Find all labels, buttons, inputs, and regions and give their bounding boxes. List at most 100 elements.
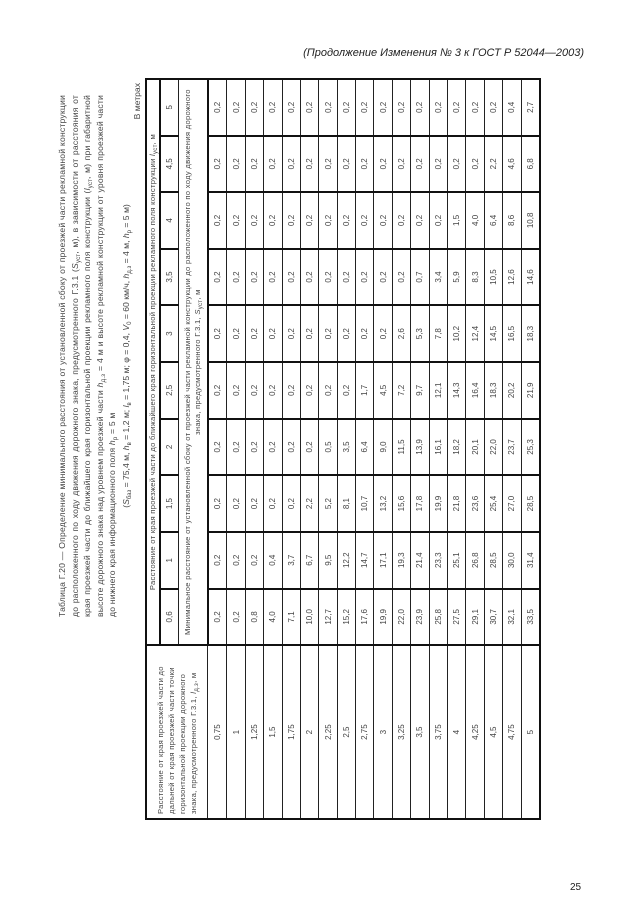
table-cell: 0,2 <box>373 192 393 249</box>
table-cell: 0,2 <box>245 475 264 532</box>
subscript: д.з <box>194 682 201 692</box>
table-row: 2,5 15,2 12,2 8,1 3,5 0,2 0,2 0,2 0,2 0,2 0,2 <box>337 79 356 819</box>
text-segment: S <box>192 309 202 315</box>
column-header: 0,6 <box>159 588 179 646</box>
table-cell: 13,2 <box>373 475 393 532</box>
table-cell: 25,4 <box>484 475 503 532</box>
table-cell: 18,3 <box>484 361 503 419</box>
text-segment: Расстояние от края проезжей части до бли… <box>147 155 157 591</box>
table-cell: 8,1 <box>337 475 356 532</box>
table-cell: 0,2 <box>282 135 301 193</box>
table-cell: 0,2 <box>245 305 264 362</box>
table-row: 1,75 7,1 3,7 0,2 0,2 0,2 0,2 0,2 0,2 0,2 0,2 <box>282 79 301 819</box>
table-cell: 10,0 <box>300 588 319 646</box>
table-cell: 5,9 <box>447 248 466 306</box>
table-row: 4,75 32,1 30,0 27,0 23,7 20,2 16,5 12,6 8,6 4,6 0,… <box>502 79 522 819</box>
text-segment: h <box>120 445 131 451</box>
table-cell: 32,1 <box>502 588 522 646</box>
table-row: 2 10,0 6,7 2,2 0,2 0,2 0,2 0,2 0,2 0,2 0,2 <box>300 79 319 819</box>
table-row: 3,5 23,9 21,4 17,8 13,9 9,7 5,3 0,7 0,2 0,2 0,2 <box>410 79 430 819</box>
table-cell: 0,2 <box>410 135 430 193</box>
table-cell: 17,1 <box>373 531 393 589</box>
table-cell: 15,2 <box>337 588 356 646</box>
table-cell: 0,4 <box>502 79 522 136</box>
row-label: 2 <box>300 645 319 819</box>
table-cell: 0,2 <box>245 531 264 589</box>
table-cell: 10,7 <box>355 475 374 532</box>
table-cell: 14,6 <box>521 248 540 306</box>
table-cell: 0,2 <box>245 135 264 193</box>
table-cell: 6,7 <box>300 531 319 589</box>
table-row: 2,75 17,6 14,7 10,7 6,4 1,7 0,2 0,2 0,2 0,2 0,2 <box>355 79 374 819</box>
table-cell: 0,2 <box>392 192 411 249</box>
table-cell: 0,2 <box>337 248 356 306</box>
table-cell: 0,2 <box>226 418 246 476</box>
table-cell: 27,0 <box>502 475 522 532</box>
table-cell: 20,2 <box>502 361 522 419</box>
text-segment: S <box>120 499 131 505</box>
table-cell: 0,7 <box>410 248 430 306</box>
column-header: 1 <box>159 531 179 589</box>
table-row: 1,5 4,0 0,4 0,2 0,2 0,2 0,2 0,2 0,2 0,2 0,2 <box>263 79 283 819</box>
row-label: 1,25 <box>245 645 264 819</box>
table-cell: 0,2 <box>263 418 283 476</box>
table-cell: 0,2 <box>282 192 301 249</box>
table-row: 1,25 0,8 0,2 0,2 0,2 0,2 0,2 0,2 0,2 0,2 0,2 <box>245 79 264 819</box>
text-segment: h <box>94 382 105 388</box>
table-cell: 0,2 <box>245 248 264 306</box>
table-cell: 12,1 <box>429 361 448 419</box>
table-cell: 0,2 <box>318 248 338 306</box>
row-label: 1,5 <box>263 645 283 819</box>
table-cell: 0,2 <box>226 79 246 136</box>
table-cell: 25,1 <box>447 531 466 589</box>
text-segment: h <box>120 233 131 239</box>
row-label: 4,5 <box>484 645 503 819</box>
table-cell: 0,2 <box>300 248 319 306</box>
table-cell: 21,8 <box>447 475 466 532</box>
subscript: в <box>126 442 133 446</box>
table-cell: 23,6 <box>465 475 485 532</box>
table-cell: 13,9 <box>410 418 430 476</box>
table-cell: 4,6 <box>502 135 522 193</box>
table-row: 1 0,2 0,2 0,2 0,2 0,2 0,2 0,2 0,2 0,2 0,2 <box>226 79 246 819</box>
table-cell: 3,5 <box>337 418 356 476</box>
subscript: д.з <box>126 265 133 274</box>
table-cell: 0,2 <box>282 475 301 532</box>
table-cell: 0,2 <box>318 305 338 362</box>
table-cell: 0,2 <box>355 305 374 362</box>
table-row: 3,75 25,8 23,3 19,9 16,1 12,1 7,8 3,4 0,2 0,2 0,2 <box>429 79 448 819</box>
table-cell: 0,2 <box>300 79 319 136</box>
table-cell: 0,2 <box>300 192 319 249</box>
table-cell: 0,2 <box>318 361 338 419</box>
row-label: 3 <box>373 645 393 819</box>
text-segment: = 5 м <box>107 412 118 437</box>
table-block: Таблица Г.20 — Определение минимального … <box>56 78 541 820</box>
table-cell: 0,2 <box>410 192 430 249</box>
row-label: 3,75 <box>429 645 448 819</box>
table-cell: 0,2 <box>263 361 283 419</box>
column-header: 4 <box>159 192 179 249</box>
text-segment: , м <box>189 672 199 683</box>
table-row: 4,5 30,7 28,5 25,4 22,0 18,3 14,5 10,5 6,4 2,2 0,2 <box>484 79 503 819</box>
table-cell: 12,7 <box>318 588 338 646</box>
table-cell: 0,2 <box>373 248 393 306</box>
table-cell: 0,8 <box>245 588 264 646</box>
row-label: 1 <box>226 645 246 819</box>
row-label: 5 <box>521 645 540 819</box>
table-cell: 6,4 <box>484 192 503 249</box>
table-cell: 12,2 <box>337 531 356 589</box>
table-cell: 4,5 <box>373 361 393 419</box>
table-cell: 2,2 <box>300 475 319 532</box>
table-cell: 0,2 <box>226 135 246 193</box>
table-cell: 0,2 <box>263 305 283 362</box>
table-cell: 0,2 <box>355 79 374 136</box>
text-segment: = 75,4 м, <box>120 450 131 490</box>
table-cell: 0,2 <box>392 79 411 136</box>
column-header: 1,5 <box>159 475 179 532</box>
table-cell: 0,2 <box>263 192 283 249</box>
table-cell: 0,2 <box>245 361 264 419</box>
table-cell: 11,5 <box>392 418 411 476</box>
subscript: д.з <box>100 373 107 383</box>
table-cell: 23,3 <box>429 531 448 589</box>
